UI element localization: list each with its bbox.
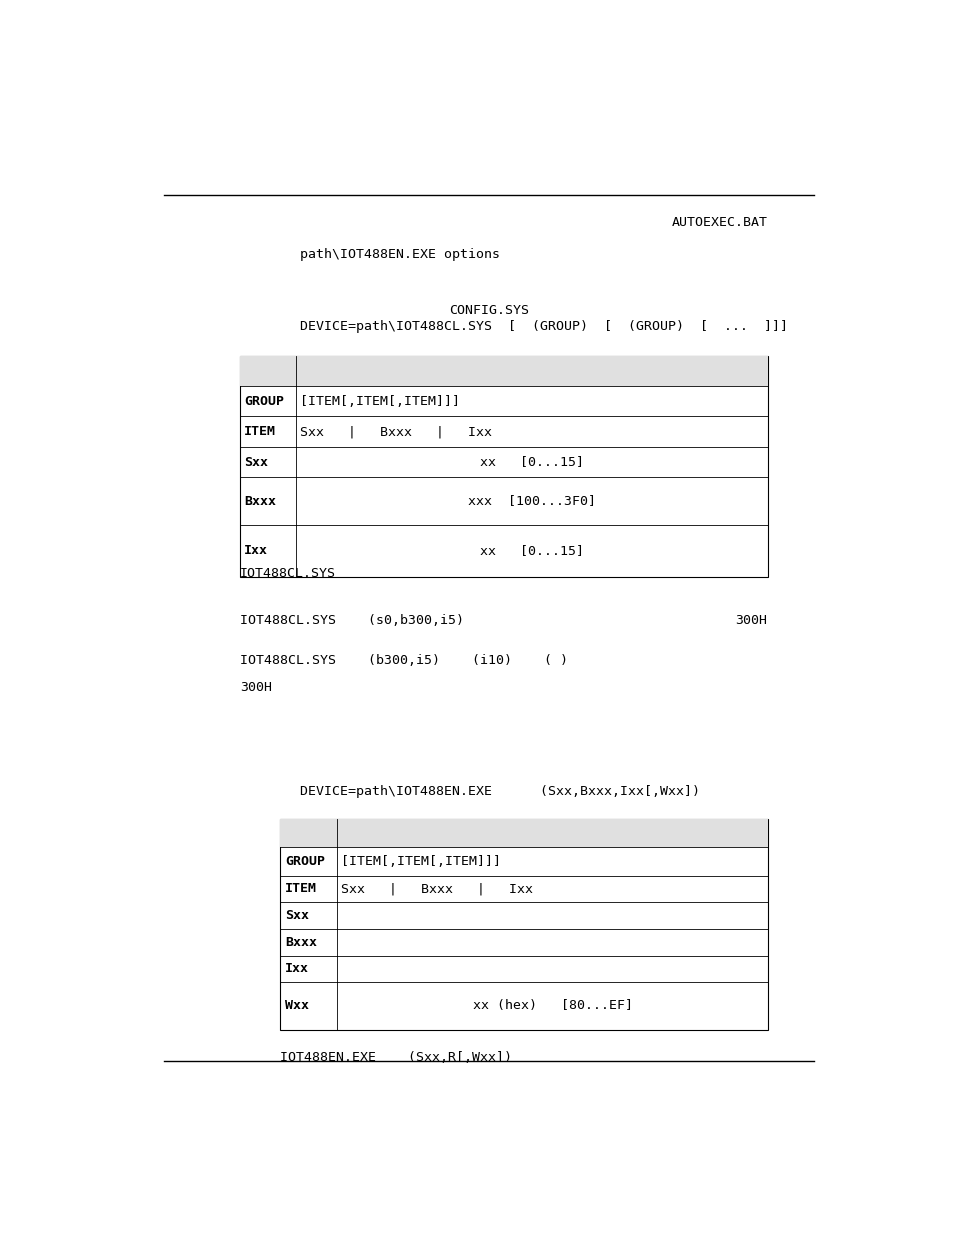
Bar	[280, 819, 767, 847]
Text: AUTOEXEC.BAT: AUTOEXEC.BAT	[671, 216, 767, 228]
Text: Sxx: Sxx	[285, 909, 309, 923]
Text: [ITEM[,ITEM[,ITEM]]]: [ITEM[,ITEM[,ITEM]]]	[300, 395, 460, 408]
Text: IOT488CL.SYS: IOT488CL.SYS	[239, 567, 335, 579]
Text: path\IOT488EN.EXE options: path\IOT488EN.EXE options	[300, 248, 500, 261]
Text: ITEM: ITEM	[244, 425, 276, 438]
Text: Wxx: Wxx	[285, 999, 309, 1013]
Bar	[239, 356, 767, 385]
Text: DEVICE=path\IOT488CL.SYS  [  (GROUP)  [  (GROUP)  [  ...  ]]]: DEVICE=path\IOT488CL.SYS [ (GROUP) [ (GR…	[300, 320, 787, 333]
Text: Ixx: Ixx	[285, 962, 309, 976]
Text: Ixx: Ixx	[244, 545, 268, 557]
Text: 300H: 300H	[239, 680, 272, 694]
Text: IOT488EN.EXE    (Sxx,R[,Wxx]): IOT488EN.EXE (Sxx,R[,Wxx])	[280, 1051, 512, 1063]
Text: xxx  [100...3F0]: xxx [100...3F0]	[468, 494, 596, 508]
Text: GROUP: GROUP	[285, 855, 325, 868]
Text: CONFIG.SYS: CONFIG.SYS	[449, 304, 528, 317]
Text: xx   [0...15]: xx [0...15]	[479, 545, 583, 557]
Text: Bxxx: Bxxx	[244, 494, 276, 508]
Bar	[239, 356, 767, 577]
Bar	[280, 819, 767, 1030]
Text: [ITEM[,ITEM[,ITEM]]]: [ITEM[,ITEM[,ITEM]]]	[341, 855, 500, 868]
Text: Sxx: Sxx	[244, 456, 268, 468]
Text: ITEM: ITEM	[285, 883, 316, 895]
Text: Sxx   |   Bxxx   |   Ixx: Sxx | Bxxx | Ixx	[300, 425, 492, 438]
Text: Bxxx: Bxxx	[285, 936, 316, 948]
Text: 300H: 300H	[735, 614, 767, 627]
Text: GROUP: GROUP	[244, 395, 284, 408]
Text: xx   [0...15]: xx [0...15]	[479, 456, 583, 468]
Text: Sxx   |   Bxxx   |   Ixx: Sxx | Bxxx | Ixx	[341, 883, 533, 895]
Text: IOT488CL.SYS    (s0,b300,i5): IOT488CL.SYS (s0,b300,i5)	[239, 614, 463, 627]
Text: xx (hex)   [80...EF]: xx (hex) [80...EF]	[472, 999, 632, 1013]
Text: IOT488CL.SYS    (b300,i5)    (i10)    ( ): IOT488CL.SYS (b300,i5) (i10) ( )	[239, 655, 567, 667]
Text: DEVICE=path\IOT488EN.EXE      (Sxx,Bxxx,Ixx[,Wxx]): DEVICE=path\IOT488EN.EXE (Sxx,Bxxx,Ixx[,…	[300, 785, 700, 798]
